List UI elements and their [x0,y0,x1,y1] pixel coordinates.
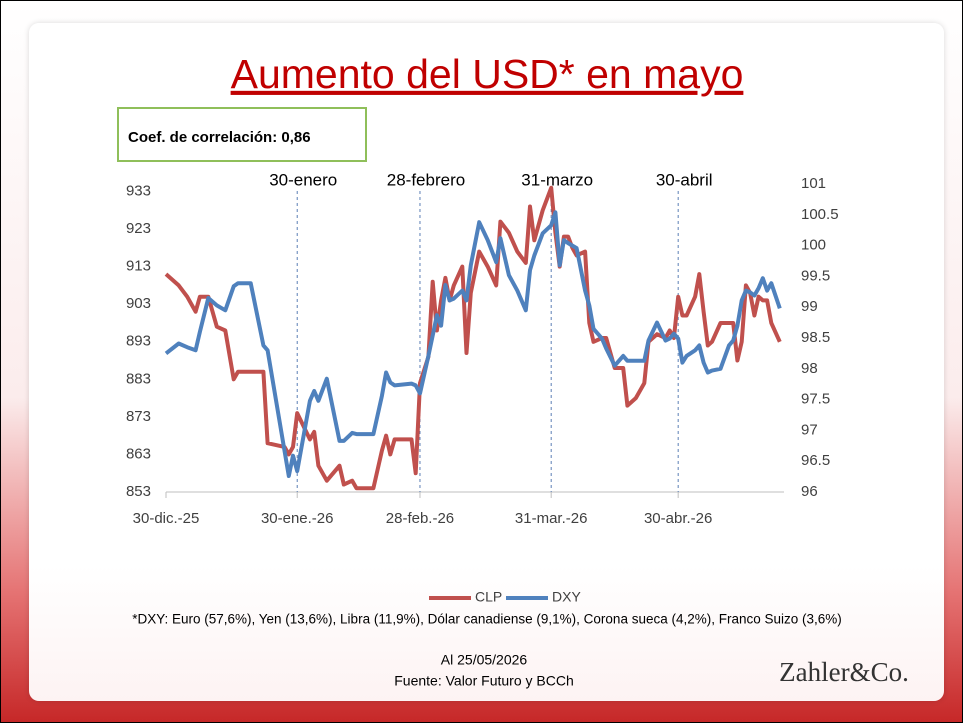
y2-tick-label: 99.5 [801,267,830,284]
y2-tick-label: 96 [801,483,818,500]
x-tick-label: 31-mar.-26 [515,510,588,527]
y2-tick-label: 97 [801,421,818,438]
y-tick-label: 923 [126,220,151,237]
y-tick-label: 903 [126,295,151,312]
annotation-label: 30-abril [656,170,713,189]
y2-tick-label: 98.5 [801,329,830,346]
footnote: *DXY: Euro (57,6%), Yen (13,6%), Libra (… [132,612,842,627]
source: Fuente: Valor Futuro y BCCh [394,673,573,689]
y-tick-label: 863 [126,445,151,462]
y2-tick-label: 98 [801,360,818,377]
y-tick-label: 873 [126,408,151,425]
series-line [164,210,782,478]
y-tick-label: 913 [126,258,151,275]
y-tick-label: 883 [126,370,151,387]
y2-tick-label: 100 [801,237,826,254]
x-tick-label: 28-feb.-26 [386,510,454,527]
legend-label: DXY [552,589,581,605]
annotation-label: 31-marzo [521,170,593,189]
y2-tick-label: 97.5 [801,391,830,408]
y-tick-label: 933 [126,182,151,199]
y2-tick-label: 100.5 [801,206,839,223]
y2-tick-label: 101 [801,175,826,192]
date-note: Al 25/05/2026 [441,652,528,668]
x-tick-label: 30-ene.-26 [261,510,334,527]
series-line [164,185,782,491]
chart-title: Aumento del USD* en mayo [231,51,744,97]
legend-label: CLP [475,589,502,605]
y2-tick-label: 99 [801,298,818,315]
callout: Coef. de correlación: 0,86 [128,129,311,146]
logo: Zahler&Co. [779,657,909,687]
annotation-label: 28-febrero [387,170,465,189]
callout-box [117,107,367,162]
y2-tick-label: 96.5 [801,452,830,469]
y-tick-label: 853 [126,483,151,500]
annotation-label: 30-enero [269,170,337,189]
x-tick-label: 30-dic.-25 [133,510,200,527]
y-tick-label: 893 [126,333,151,350]
x-tick-label: 30-abr.-26 [644,510,712,527]
